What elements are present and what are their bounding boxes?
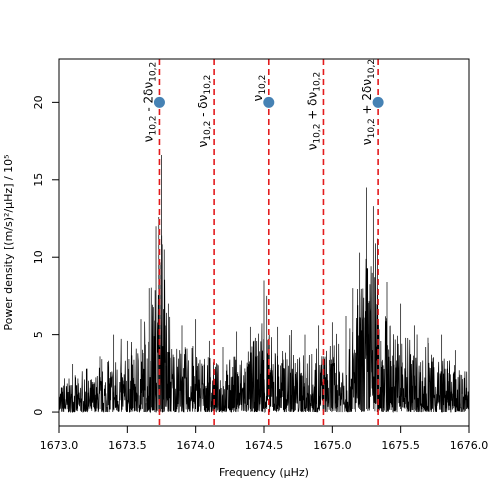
x-tick-label: 1676.0 (450, 439, 489, 452)
mode-marker (153, 96, 165, 108)
reference-lines (158, 59, 379, 426)
x-tick-label: 1674.0 (176, 439, 215, 452)
x-tick-label: 1673.5 (108, 439, 147, 452)
mode-marker (263, 96, 275, 108)
x-tick-label: 1675.5 (381, 439, 420, 452)
mode-marker (372, 96, 384, 108)
x-axis-label: Frequency (μHz) (219, 466, 309, 479)
y-axis-label: Power density [(m/s)²/μHz] / 10⁵ (2, 154, 15, 330)
y-tick-label: 15 (32, 173, 45, 187)
mode-label: ν10,2 + 2δν10,2 (360, 59, 377, 145)
spectrum-line (58, 155, 470, 414)
x-axis: 1673.0 1673.5 1674.0 1674.5 1675.0 1675.5 1676… (40, 425, 489, 452)
mode-label: ν10,2 - 2δν10,2 (141, 62, 158, 142)
y-tick-label: 0 (32, 409, 45, 416)
x-tick-label: 1675.0 (313, 439, 352, 452)
x-tick-label: 1674.5 (245, 439, 284, 452)
y-axis: 0 5 10 15 20 (32, 95, 60, 416)
markers (153, 96, 384, 108)
y-tick-label: 10 (32, 250, 45, 264)
mode-label: ν10,2 (251, 75, 268, 102)
x-tick-label: 1673.0 (40, 439, 79, 452)
mode-label: ν10,2 - δν10,2 (196, 75, 213, 148)
y-tick-label: 5 (32, 331, 45, 338)
y-tick-label: 20 (32, 95, 45, 109)
series-layer (58, 155, 470, 414)
mode-label: ν10,2 + δν10,2 (305, 72, 322, 151)
peak-labels: ν10,2 - 2δν10,2 ν10,2 - δν10,2 ν10,2 ν10,2 … (141, 59, 377, 150)
